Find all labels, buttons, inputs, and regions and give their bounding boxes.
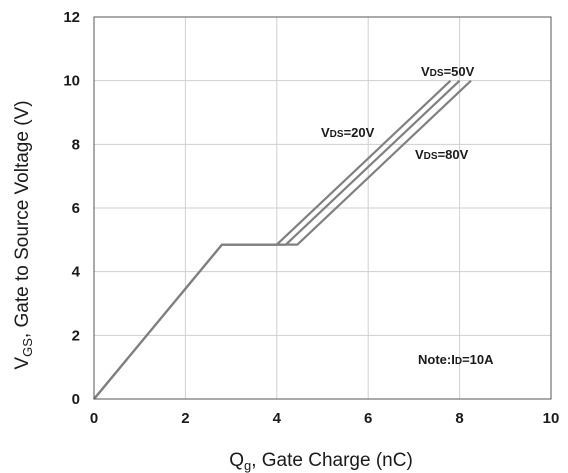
y-tick-label-5: 10 bbox=[63, 73, 80, 90]
annotation-vds-80v-main: V bbox=[415, 147, 424, 162]
annotation-vds-50v-rest: =50V bbox=[444, 64, 475, 79]
y-tick-label-3: 6 bbox=[72, 200, 80, 217]
y-tick-label-2: 4 bbox=[72, 264, 81, 281]
annotation-vds-80v: VDS=80V bbox=[415, 147, 469, 162]
y-tick-label-4: 8 bbox=[72, 136, 80, 153]
annotation-vds-50v: VDS=50V bbox=[421, 64, 475, 79]
annotation-vds-50v-sub: DS bbox=[430, 68, 444, 79]
grid-lines bbox=[94, 17, 551, 399]
annotation-note-id-main: Note:I bbox=[418, 352, 455, 367]
series-lines bbox=[93, 79, 472, 400]
y-axis-title-main: V bbox=[12, 357, 33, 370]
annotation-note-id: Note:ID=10A bbox=[418, 352, 494, 367]
annotation-note-id-sub: D bbox=[455, 356, 462, 367]
series-line-vds-80v bbox=[93, 79, 472, 400]
annotation-vds-80v-rest: =80V bbox=[438, 147, 469, 162]
annotation-vds-20v-sub: DS bbox=[330, 129, 344, 140]
y-tick-label-0: 0 bbox=[72, 391, 80, 408]
x-axis-title-rest: , Gate Charge (nC) bbox=[251, 450, 413, 471]
y-axis-title-rest: , Gate to Source Voltage (V) bbox=[12, 100, 33, 338]
y-tick-label-6: 12 bbox=[63, 9, 80, 26]
annotation-vds-20v-rest: =20V bbox=[344, 125, 375, 140]
annotation-vds-20v-main: V bbox=[321, 125, 330, 140]
annotation-note-id-rest: =10A bbox=[462, 352, 494, 367]
x-tick-label-4: 8 bbox=[455, 410, 463, 427]
x-axis-title-sub: g bbox=[244, 458, 251, 473]
x-tick-label-2: 4 bbox=[273, 410, 282, 427]
x-tick-label-5: 10 bbox=[543, 410, 560, 427]
x-axis-title-main: Q bbox=[229, 450, 244, 471]
x-tick-label-3: 6 bbox=[364, 410, 372, 427]
y-axis-title: VGS, Gate to Source Voltage (V) bbox=[12, 100, 35, 369]
plot-border bbox=[93, 16, 552, 400]
x-tick-label-1: 2 bbox=[181, 410, 189, 427]
annotation-vds-80v-sub: DS bbox=[424, 151, 438, 162]
annotation-vds-20v: VDS=20V bbox=[321, 125, 375, 140]
series-line-vds-20v bbox=[93, 79, 452, 400]
tick-labels: 0 2 4 6 8 10 0 2 4 6 8 10 12 bbox=[63, 9, 559, 427]
x-tick-label-0: 0 bbox=[90, 410, 98, 427]
annotation-vds-50v-main: V bbox=[421, 64, 430, 79]
y-axis-title-sub: GS bbox=[20, 338, 35, 357]
plot-frame bbox=[93, 16, 552, 400]
y-tick-label-1: 2 bbox=[72, 327, 80, 344]
x-axis-title: Qg, Gate Charge (nC) bbox=[229, 450, 413, 473]
